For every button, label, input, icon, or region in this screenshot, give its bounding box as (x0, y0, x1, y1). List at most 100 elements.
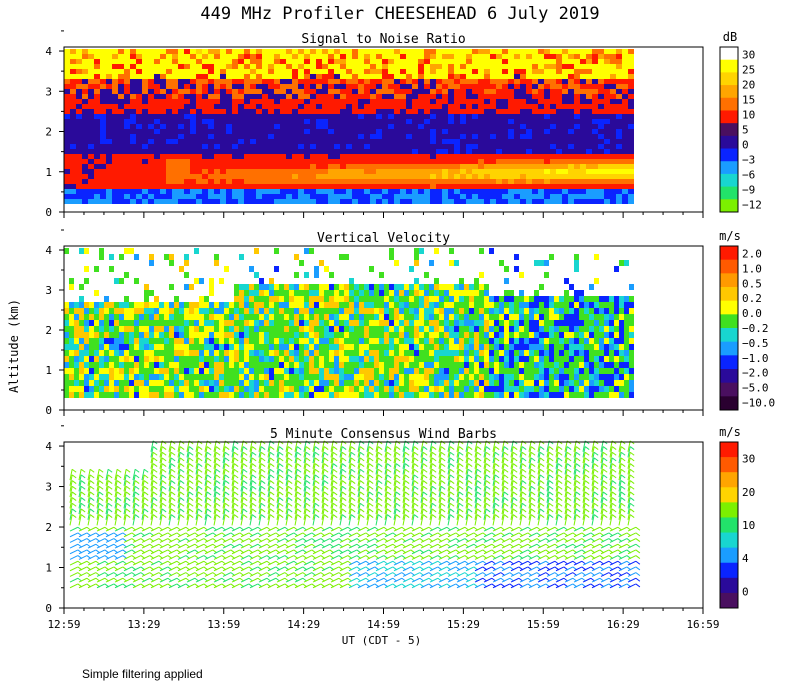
wind-barb (96, 480, 100, 492)
wind-barb (456, 469, 460, 481)
wind-barb (366, 549, 376, 555)
wind-barb (456, 514, 460, 526)
wind-barb (195, 543, 205, 549)
wind-barb (186, 566, 196, 572)
wind-barb (510, 446, 514, 458)
wind-barb (537, 526, 547, 532)
wind-barb (303, 446, 307, 458)
wind-barb (591, 538, 601, 543)
wind-barb (141, 566, 151, 572)
wind-barb (276, 463, 280, 475)
wind-barb (186, 446, 190, 458)
wind-barb (186, 474, 190, 486)
wind-barb (447, 480, 451, 492)
wind-barb (186, 583, 196, 589)
wind-barb (357, 577, 367, 583)
wind-barb (492, 446, 496, 458)
wind-barb (582, 583, 592, 589)
wind-barb (618, 543, 628, 549)
wind-barb (384, 538, 394, 543)
wind-barb (321, 486, 325, 498)
colorbar-swatch (720, 72, 738, 86)
wind-barb (465, 543, 475, 549)
wind-barb (285, 452, 289, 464)
wind-barb (618, 514, 622, 526)
wind-barb (231, 555, 241, 560)
wind-barb (582, 560, 592, 566)
wind-barb (222, 555, 232, 560)
wind-barb (420, 572, 430, 577)
wind-barb (231, 583, 241, 589)
wind-barb (114, 538, 124, 543)
wind-barb (348, 514, 352, 526)
wind-barb (186, 463, 190, 475)
wind-barb (321, 497, 325, 509)
wind-barb (591, 486, 595, 498)
wind-barb (429, 566, 439, 572)
wind-barb (492, 480, 496, 492)
wind-barb (276, 457, 280, 469)
wind-barb (375, 503, 379, 515)
wind-barb (303, 566, 313, 572)
wind-barb (330, 526, 340, 532)
wind-barb (447, 457, 451, 469)
wind-barb (231, 526, 241, 532)
wind-barb (276, 526, 286, 532)
wind-barb (159, 549, 169, 555)
colorbar-swatch (720, 287, 738, 302)
wind-barb (114, 583, 124, 589)
colorbar-label: 20 (742, 486, 755, 499)
wind-barb (375, 469, 379, 481)
wind-barb (519, 566, 529, 572)
wind-barb (69, 560, 79, 566)
wind-barb (330, 583, 340, 589)
wind-barb (231, 577, 241, 583)
wind-barb (114, 480, 118, 492)
wind-barb (456, 532, 466, 538)
colorbar-frame (719, 441, 739, 609)
wind-barb (420, 486, 424, 498)
wind-barb (312, 463, 316, 475)
wind-barb (465, 572, 475, 577)
wind-barb (465, 526, 475, 532)
wind-barb (159, 440, 163, 452)
wind-barb (465, 446, 469, 458)
wind-barb (573, 532, 583, 538)
wind-barb (114, 474, 118, 486)
wind-barb (546, 577, 556, 583)
wind-barb (303, 532, 313, 538)
wind-barb (87, 526, 97, 532)
wind-barb (186, 549, 196, 555)
wind-barb (357, 486, 361, 498)
wind-barb (564, 526, 574, 532)
wind-barb (537, 457, 541, 469)
wind-barb (177, 566, 187, 572)
wind-barb (456, 583, 466, 589)
wind-barb (573, 503, 577, 515)
wind-barb (285, 469, 289, 481)
colorbar-unit: m/s (719, 229, 741, 243)
wind-barb (402, 474, 406, 486)
wind-barb (591, 514, 595, 526)
wind-barb (627, 543, 637, 549)
panel-title: Signal to Noise Ratio (301, 32, 465, 47)
wind-barb (267, 549, 277, 555)
wind-barb (330, 555, 340, 560)
wind-barb (600, 440, 604, 452)
wind-barb (249, 491, 253, 503)
wind-barb (357, 560, 367, 566)
wind-barb (600, 469, 604, 481)
wind-barb (402, 480, 406, 492)
wind-barb (501, 555, 511, 560)
wind-barb (132, 549, 142, 555)
wind-barb (105, 566, 115, 572)
wind-barb (240, 538, 250, 543)
wind-barb (483, 457, 487, 469)
wind-barb (240, 480, 244, 492)
wind-barb (483, 583, 493, 589)
colorbar-label: 0.5 (742, 277, 762, 290)
wind-barb (609, 457, 613, 469)
wind-barb (402, 446, 406, 458)
wind-barb (600, 474, 604, 486)
wind-barb (132, 486, 136, 498)
